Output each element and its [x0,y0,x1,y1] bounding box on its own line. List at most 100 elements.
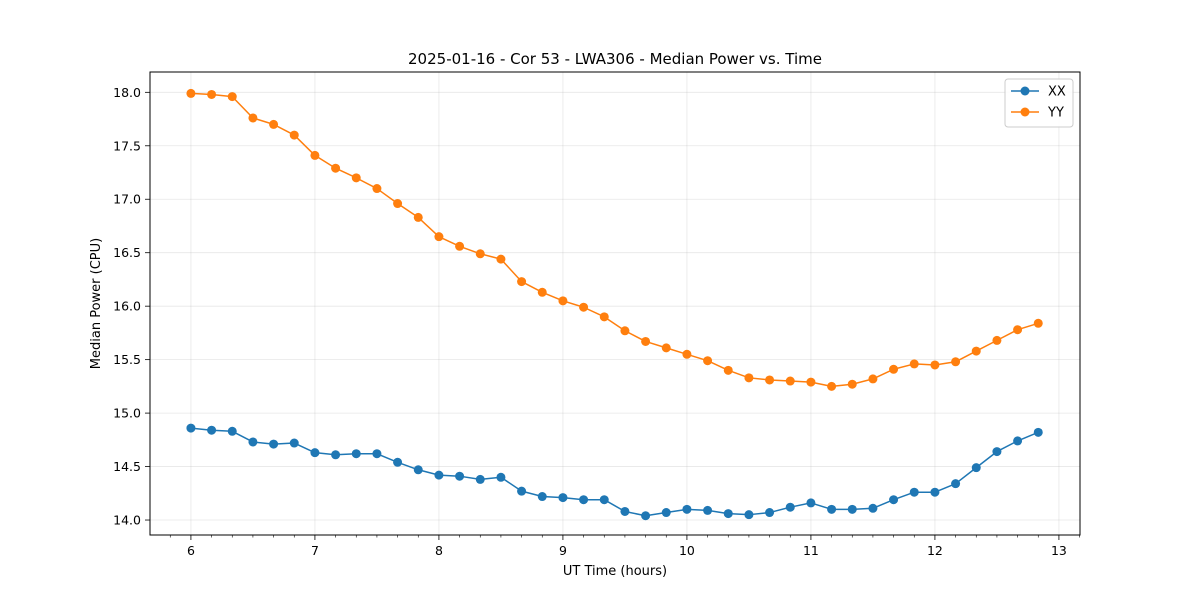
data-point-xx [558,493,568,503]
data-point-xx [909,487,919,497]
data-point-yy [434,232,444,242]
y-tick-label: 15.0 [113,406,141,421]
x-axis-title: UT Time (hours) [563,564,667,579]
data-point-yy [1033,318,1043,328]
data-point-yy [765,375,775,385]
legend-marker-yy [1020,107,1030,117]
data-point-xx [393,457,403,467]
grid [150,72,1080,535]
data-point-xx [207,425,217,435]
data-point-yy [310,150,320,160]
legend: XX YY [1004,78,1074,128]
data-point-xx [227,426,237,436]
x-tick-label: 10 [679,543,695,558]
data-point-yy [372,184,382,194]
data-point-yy [475,249,485,259]
data-point-xx [723,509,733,519]
data-point-yy [868,374,878,384]
data-point-xx [992,447,1002,457]
data-point-yy [889,364,899,374]
data-point-xx [475,474,485,484]
x-tick-label: 13 [1051,543,1067,558]
y-tick-label: 16.0 [113,299,141,314]
axis-ticks: 6 7 8 9 10 11 12 13 14.0 14.5 15.0 15.5 16.0 16.5 17.0… [113,85,1080,558]
data-point-xx [806,498,816,508]
data-point-yy [930,360,940,370]
data-point-yy [351,173,361,183]
series-xx [186,423,1043,521]
data-point-yy [951,357,961,367]
chart-title: 2025-01-16 - Cor 53 - LWA306 - Median Po… [408,50,822,68]
data-point-yy [413,212,423,222]
data-point-xx [537,492,547,502]
data-point-yy [186,88,196,98]
data-point-xx [599,495,609,505]
data-point-yy [496,254,506,264]
y-axis-title: Median Power (CPU) [89,238,104,369]
data-point-yy [971,346,981,356]
data-point-yy [455,241,465,251]
data-point-xx [868,503,878,513]
legend-label-yy: YY [1047,106,1064,121]
y-tick-label: 18.0 [113,85,141,100]
plot-frame [149,71,1081,536]
data-point-xx [351,449,361,459]
data-point-yy [599,312,609,322]
x-tick-label: 7 [311,543,319,558]
data-point-yy [992,335,1002,345]
data-point-yy [661,343,671,353]
data-point-xx [971,463,981,473]
data-point-yy [207,89,217,99]
y-tick-label: 17.0 [113,192,141,207]
data-point-yy [579,302,589,312]
x-tick-label: 8 [435,543,443,558]
data-point-yy [827,381,837,391]
x-tick-label: 6 [187,543,195,558]
data-point-yy [289,130,299,140]
data-point-xx [744,510,754,520]
y-tick-label: 14.0 [113,513,141,528]
data-point-xx [1013,436,1023,446]
legend-marker-xx [1020,86,1030,96]
x-tick-label: 11 [803,543,819,558]
data-point-xx [1033,427,1043,437]
y-tick-label: 14.5 [113,459,141,474]
data-point-xx [682,504,692,514]
data-point-yy [703,356,713,366]
data-point-yy [1013,325,1023,335]
data-point-xx [310,448,320,458]
data-point-yy [558,296,568,306]
data-point-xx [496,472,506,482]
data-point-xx [434,470,444,480]
legend-label-xx: XX [1048,85,1066,100]
data-point-xx [765,508,775,518]
data-point-yy [641,336,651,346]
series-yy [186,88,1043,391]
legend-entry-yy: YY [1011,106,1064,121]
data-point-xx [413,465,423,475]
data-point-xx [641,511,651,521]
data-point-xx [248,437,258,447]
data-point-xx [455,471,465,481]
data-point-yy [331,163,341,173]
data-point-xx [930,487,940,497]
data-point-xx [372,449,382,459]
data-point-xx [517,486,527,496]
data-point-yy [744,373,754,383]
data-point-yy [909,359,919,369]
data-point-yy [682,349,692,359]
data-point-yy [806,377,816,387]
data-point-xx [889,495,899,505]
x-tick-label: 12 [927,543,943,558]
data-point-yy [620,326,630,336]
data-point-xx [661,508,671,518]
data-point-xx [579,495,589,505]
data-point-yy [393,199,403,209]
data-point-yy [537,287,547,297]
data-point-xx [620,506,630,516]
x-tick-label: 9 [559,543,567,558]
series-layer [186,88,1043,521]
data-point-xx [186,423,196,433]
